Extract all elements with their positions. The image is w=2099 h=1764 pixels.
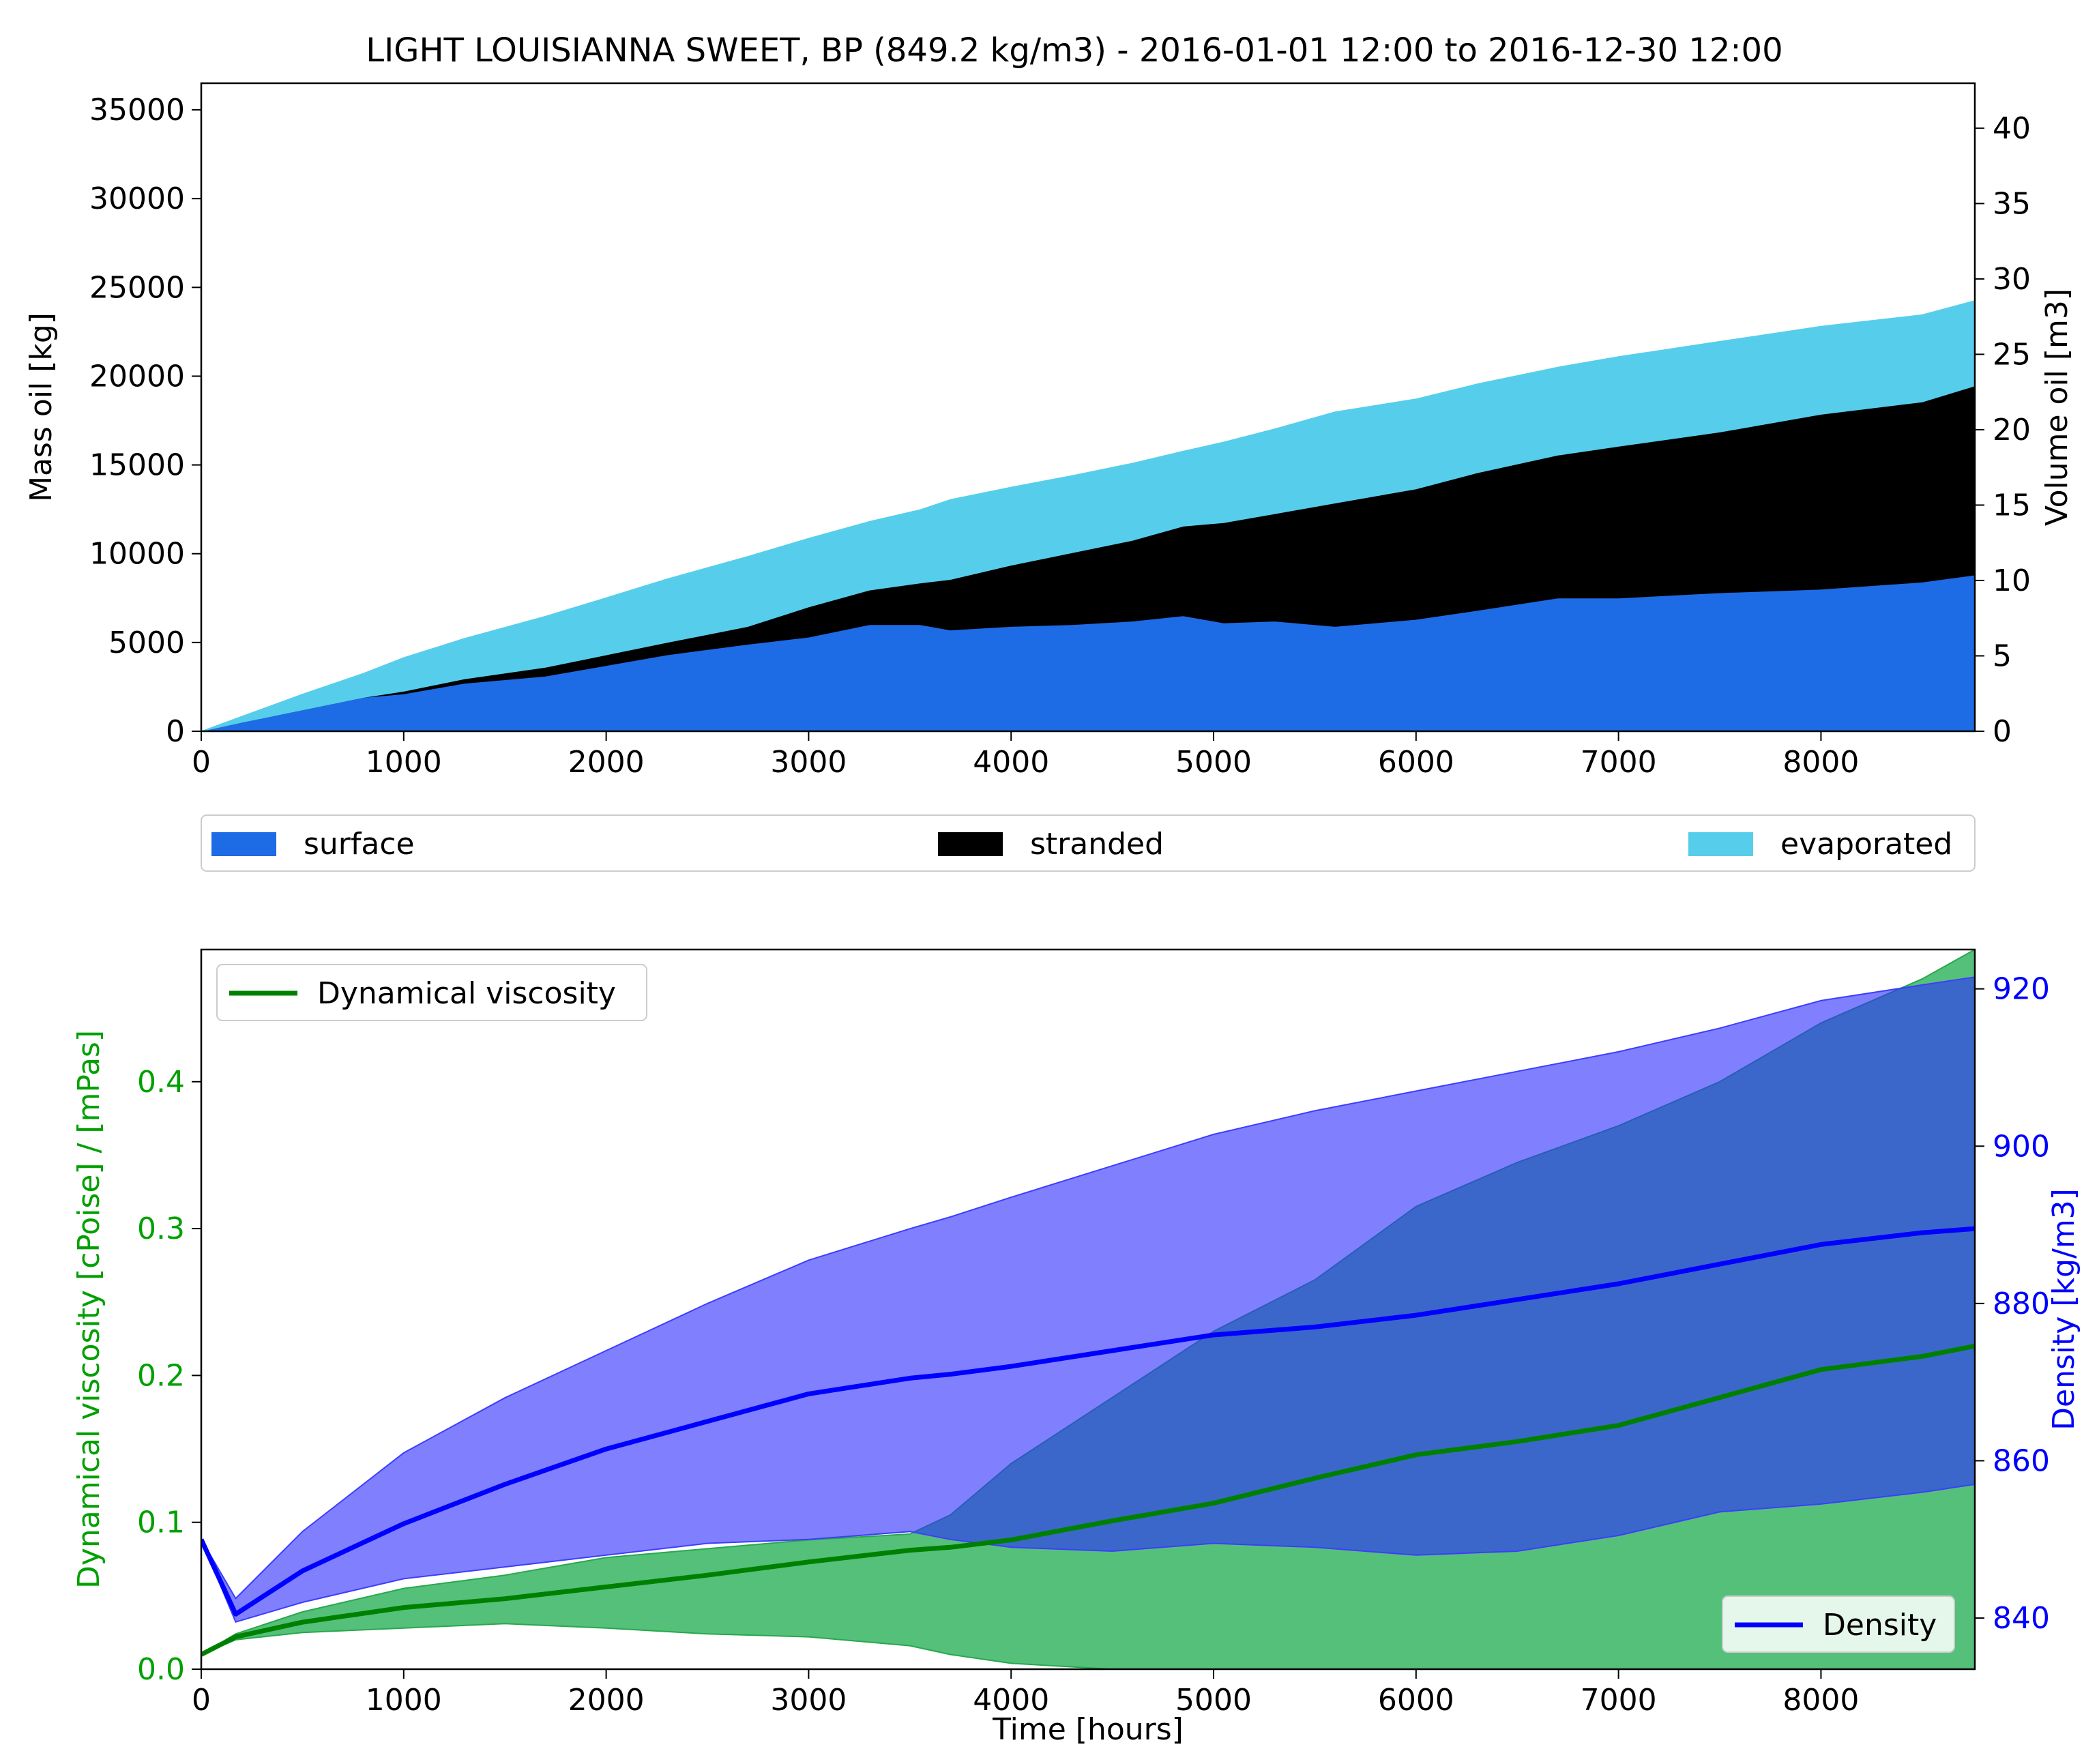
right-tick-label: 0 <box>1993 714 2012 749</box>
x-tick-label: 7000 <box>1581 1683 1657 1718</box>
viscosity-axis-label: Dynamical viscosity [cPoise] / [mPas] <box>72 1030 106 1589</box>
x-tick-label: 4000 <box>973 1683 1049 1718</box>
y-tick-label: 0 <box>166 714 185 749</box>
y-tick-label: 25000 <box>89 270 185 305</box>
y-tick-label: 0.4 <box>137 1065 185 1100</box>
viscosity-legend: Dynamical viscosity <box>216 964 647 1021</box>
x-tick-label: 2000 <box>568 745 645 780</box>
y-tick-label: 35000 <box>89 93 185 128</box>
mass-balance-right-ticks: 0 5 10 15 20 25 30 35 40 <box>1975 111 2031 749</box>
right-tick-label: 10 <box>1993 563 2031 598</box>
x-tick-label: 0 <box>192 1683 211 1718</box>
volume-axis-label: Volume oil [m3] <box>2040 289 2074 526</box>
viscosity-y-ticks: 0.0 0.1 0.2 0.3 0.4 <box>137 1065 201 1687</box>
y-tick-label: 15000 <box>89 448 185 483</box>
density-legend-box <box>1722 1596 1955 1653</box>
mass-balance-areas <box>201 299 1976 732</box>
x-tick-label: 7000 <box>1581 745 1657 780</box>
viscosity-line <box>201 1343 1975 1657</box>
legend-swatch-stranded <box>938 832 1003 856</box>
x-tick-label: 1000 <box>366 1683 442 1718</box>
viscosity-legend-label: Dynamical viscosity <box>317 976 616 1011</box>
figure-title: LIGHT LOUISIANNA SWEET, BP (849.2 kg/m3)… <box>366 31 1782 70</box>
x-tick-label: 3000 <box>770 1683 847 1718</box>
x-tick-label: 5000 <box>1175 1683 1252 1718</box>
properties-chart: 0 1000 2000 3000 4000 5000 6000 7000 8000 0.0 0.1… <box>72 948 2081 1747</box>
right-tick-label: 900 <box>1993 1129 2050 1164</box>
legend-swatch-surface <box>211 832 276 856</box>
x-tick-label: 8000 <box>1782 745 1859 780</box>
x-tick-label: 6000 <box>1378 1683 1454 1718</box>
right-tick-label: 25 <box>1993 337 2031 372</box>
density-legend: Density <box>1722 1596 1955 1653</box>
x-tick-label: 3000 <box>770 745 847 780</box>
right-tick-label: 880 <box>1993 1287 2050 1321</box>
density-line <box>201 1226 1975 1617</box>
right-tick-label: 920 <box>1993 972 2050 1007</box>
y-tick-label: 0.3 <box>137 1211 185 1246</box>
y-tick-label: 10000 <box>89 537 185 572</box>
viscosity-legend-box <box>216 964 647 1021</box>
x-tick-label: 5000 <box>1175 745 1252 780</box>
right-tick-label: 860 <box>1993 1443 2050 1478</box>
right-tick-label: 35 <box>1993 186 2031 221</box>
y-tick-label: 20000 <box>89 359 185 394</box>
legend-box <box>201 814 1976 872</box>
y-tick-label: 5000 <box>108 626 185 660</box>
x-tick-label: 1000 <box>366 745 442 780</box>
right-tick-label: 30 <box>1993 262 2031 297</box>
legend-label-surface: surface <box>304 827 415 862</box>
density-axis-label: Density [kg/m3] <box>2046 1188 2081 1430</box>
mass-balance-legend: surface stranded evaporated <box>201 814 1976 872</box>
mass-balance-x-ticks: 0 1000 2000 3000 4000 5000 6000 7000 8000 <box>192 731 1859 780</box>
mass-axis-label: Mass oil [kg] <box>24 312 59 502</box>
legend-swatch-evaporated <box>1688 832 1753 856</box>
y-tick-label: 0.1 <box>137 1505 185 1540</box>
legend-label-stranded: stranded <box>1030 827 1164 862</box>
right-tick-label: 840 <box>1993 1601 2050 1636</box>
density-y-ticks: 840 860 880 900 920 <box>1975 972 2050 1636</box>
mass-balance-chart: 0 1000 2000 3000 4000 5000 6000 7000 8000 0 5000 1… <box>24 82 2074 872</box>
right-tick-label: 40 <box>1993 111 2031 146</box>
mass-balance-y-ticks: 0 5000 10000 15000 20000 25000 30000 35000 <box>89 93 201 749</box>
right-tick-label: 5 <box>1993 638 2012 673</box>
x-tick-label: 4000 <box>973 745 1049 780</box>
legend-label-evaporated: evaporated <box>1780 827 1952 862</box>
properties-series <box>201 950 1975 1669</box>
x-tick-label: 2000 <box>568 1683 645 1718</box>
density-band <box>201 976 1975 1623</box>
right-tick-label: 20 <box>1993 413 2031 447</box>
x-tick-label: 6000 <box>1378 745 1454 780</box>
mass-balance-plot-frame <box>200 82 1976 733</box>
properties-x-ticks: 0 1000 2000 3000 4000 5000 6000 7000 8000 <box>192 1669 1859 1718</box>
right-tick-label: 15 <box>1993 488 2031 523</box>
y-tick-label: 0.2 <box>137 1358 185 1393</box>
time-axis-label: Time [hours] <box>992 1712 1184 1747</box>
density-legend-label: Density <box>1823 1608 1937 1643</box>
x-tick-label: 0 <box>192 745 211 780</box>
y-tick-label: 0.0 <box>137 1652 185 1687</box>
properties-plot-frame <box>200 948 1976 1671</box>
x-tick-label: 8000 <box>1782 1683 1859 1718</box>
y-tick-label: 30000 <box>89 181 185 216</box>
